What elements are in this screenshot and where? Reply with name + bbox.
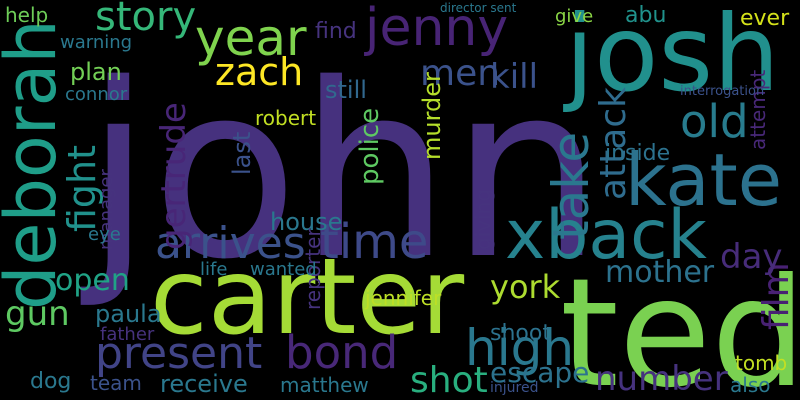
word: abu bbox=[625, 3, 666, 28]
word: giving bbox=[471, 189, 495, 250]
word: murder bbox=[418, 72, 446, 160]
word: men bbox=[420, 53, 500, 94]
word: zach bbox=[215, 50, 303, 94]
word: give bbox=[555, 6, 593, 27]
word: attack bbox=[593, 87, 634, 200]
word: take bbox=[542, 132, 600, 240]
word: last bbox=[228, 132, 256, 175]
word: time bbox=[320, 214, 428, 270]
word: shoot bbox=[490, 321, 551, 346]
word: dog bbox=[30, 369, 71, 394]
word: director sent bbox=[440, 1, 517, 15]
word: plan bbox=[70, 58, 122, 86]
word: still bbox=[325, 76, 367, 104]
word: high bbox=[465, 319, 574, 377]
word: story bbox=[95, 0, 196, 40]
word: escape bbox=[490, 356, 589, 389]
word: josh bbox=[563, 0, 780, 115]
word: film bbox=[756, 262, 797, 330]
word: bond bbox=[285, 326, 398, 379]
word: number bbox=[595, 359, 728, 399]
word: arrives bbox=[155, 218, 306, 269]
word: interrogation bbox=[680, 84, 764, 99]
word: jennifer bbox=[364, 286, 442, 310]
word: father bbox=[100, 324, 155, 345]
word: robert bbox=[255, 106, 316, 130]
word: kill bbox=[490, 57, 538, 97]
word: gun bbox=[5, 294, 70, 334]
word: tomb bbox=[735, 351, 787, 375]
word: attempt bbox=[746, 70, 770, 150]
word: team bbox=[90, 371, 142, 395]
word: house bbox=[270, 208, 342, 236]
word: carter bbox=[150, 236, 465, 358]
word: life bbox=[200, 259, 227, 280]
word: warning bbox=[60, 32, 132, 53]
word: injured bbox=[490, 380, 538, 396]
word: day bbox=[720, 237, 783, 277]
word: connor bbox=[65, 84, 128, 105]
word: reporter bbox=[301, 228, 325, 310]
word: ever bbox=[740, 6, 790, 31]
word: year bbox=[195, 9, 307, 67]
word: jenny bbox=[364, 0, 508, 58]
word: find bbox=[315, 19, 357, 44]
word: wanted bbox=[250, 259, 317, 280]
word: receive bbox=[160, 370, 248, 398]
word: manager bbox=[96, 168, 117, 250]
word: matthew bbox=[280, 373, 369, 397]
word: ted bbox=[560, 247, 800, 400]
word: john bbox=[80, 32, 603, 312]
word: york bbox=[490, 268, 561, 306]
word: help bbox=[5, 3, 48, 27]
word: fight bbox=[60, 145, 104, 232]
word: present bbox=[95, 328, 262, 379]
word: gertrude bbox=[154, 102, 194, 250]
word: old bbox=[680, 95, 749, 148]
word: xback bbox=[505, 196, 707, 275]
word: mother bbox=[605, 255, 715, 290]
word: also bbox=[730, 373, 770, 397]
word: police bbox=[355, 108, 385, 185]
word: deborah bbox=[0, 19, 72, 310]
word: eye bbox=[88, 224, 121, 245]
word: kate bbox=[625, 138, 782, 222]
word: open bbox=[55, 263, 130, 298]
word: paula bbox=[95, 300, 162, 328]
word: shot bbox=[410, 360, 488, 400]
word: inside bbox=[605, 141, 670, 166]
